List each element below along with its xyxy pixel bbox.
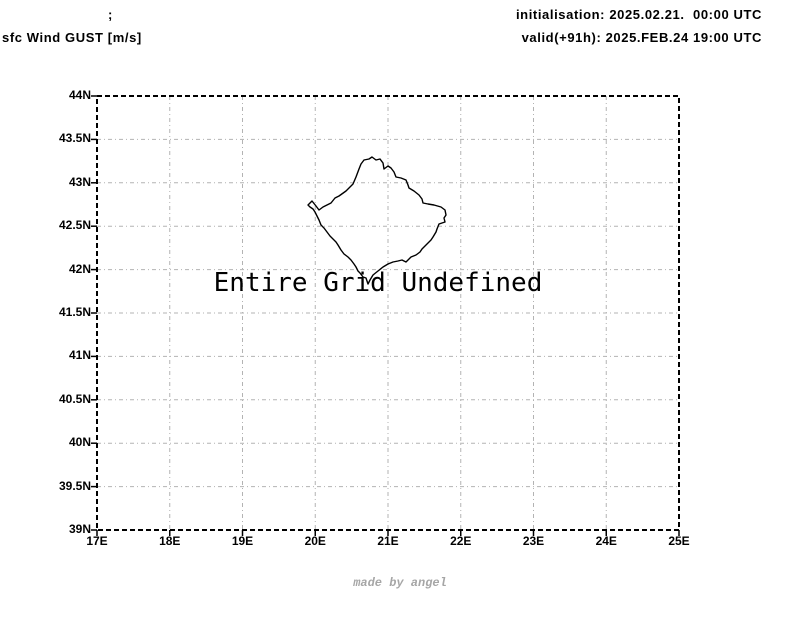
lat-tick-label: 40N [68,435,91,450]
lat-tick-label: 42N [68,261,91,276]
lon-tick-label: 21E [377,534,399,548]
lat-tick-label: 42.5N [58,218,91,233]
lat-tick-label: 41N [68,348,91,363]
lon-tick-label: 18E [159,534,181,548]
lat-tick-label: 43N [68,174,91,189]
lon-tick-label: 20E [304,534,326,548]
grid-undefined-message: Entire Grid Undefined [213,268,543,298]
credit-text: made by angel [353,576,447,590]
variable-title: sfc Wind GUST [m/s] [2,30,142,45]
kosovo-outline [307,156,447,285]
lat-tick-label: 43.5N [58,131,91,146]
lon-tick-label: 23E [522,534,545,548]
lon-tick-label: 25E [668,534,690,548]
grid-layer [97,96,679,530]
lat-tick-label: 39.5N [58,478,91,493]
lon-tick-label: 24E [595,534,617,548]
lat-tick-label: 44N [68,88,91,102]
lon-tick-label: 22E [450,534,472,548]
title-line-1: ; [108,7,113,22]
lat-tick-label: 40.5N [58,391,91,406]
lat-tick-label: 39N [68,522,91,536]
valid-time: valid(+91h): 2025.FEB.24 19:00 UTC [521,30,762,45]
lon-tick-label: 17E [86,534,108,548]
tick-layer [91,95,680,536]
lon-tick-label: 19E [231,534,254,548]
lat-tick-label: 41.5N [58,305,91,319]
initialisation-time: initialisation: 2025.02.21. 00:00 UTC [515,7,762,22]
plot-border [96,95,680,531]
